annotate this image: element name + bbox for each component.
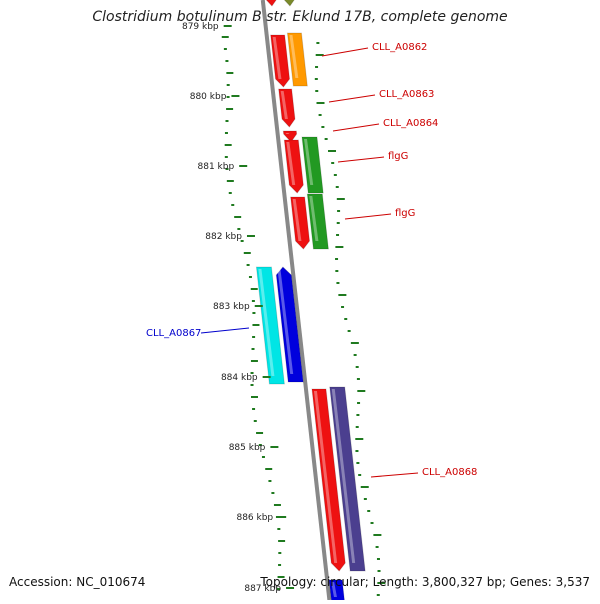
map-title: Clostridium botulinum B str. Eklund 17B,… [92,9,508,25]
gene-cll-a0862-highlight [289,35,299,78]
gene-label[interactable]: CLL_A0862 [372,42,427,53]
gene-top-olive[interactable] [282,0,295,7]
scale-tick-mark [262,376,271,378]
gene-flgg-2[interactable] [306,193,329,250]
gene-flgg-2-highlight [309,196,319,241]
gene-cll-a0862[interactable] [286,32,308,87]
scale-tick-label: 882 kbp [205,232,242,242]
gene-cll-a0867[interactable] [275,266,304,383]
scale-tick-mark [223,25,232,27]
gene-cll-a0867-highlight [277,269,294,374]
gene-bottom-blue-highlight [331,582,337,597]
gene-top-red[interactable] [264,0,277,7]
scale-tick-label: 880 kbp [190,92,227,102]
gene-flgg-1-red-highlight [286,142,296,185]
gene-label[interactable]: CLL_A0868 [422,467,477,478]
gene-cll-a0862-red-highlight [272,37,282,79]
scale-tick-label: 879 kbp [182,22,219,32]
scale-ticks: 879 kbp 880 kbp 881 kbp 882 kbp 883 kbp 884 k… [182,22,295,594]
label-leader-line [344,213,392,220]
scale-tick-mark [239,165,248,167]
scale-tick-label: 887 kbp [244,584,281,594]
scale-tick-label: 881 kbp [198,162,235,172]
label-leader-line [370,472,419,478]
label-leader-line [337,156,385,163]
scale-tick-mark [246,235,255,237]
gene-label[interactable]: CLL_A0864 [383,118,438,129]
label-leader-line [328,94,376,103]
scale-tick-label: 883 kbp [213,302,250,312]
gene-cll-a0868-highlight [331,389,356,563]
gene-cll-a0864-highlight [285,133,290,134]
gene-cll-a0862-red[interactable] [270,34,291,88]
gene-flgg-2-red-highlight [292,199,302,241]
gene-label[interactable]: flgG [395,208,415,219]
gene-cll-a0863[interactable] [278,88,296,128]
label-leader-line [200,327,250,334]
gene-flgg-2-red[interactable] [290,196,311,250]
scale-tick-label: 885 kbp [229,443,266,453]
gene-cll-a0864[interactable] [282,130,298,143]
label-leader-line [332,123,380,132]
genome-backbone [260,0,332,601]
gene-bottom-blue[interactable] [328,579,346,604]
scale-tick-mark [231,95,240,97]
gene-cll-a0867-cyan[interactable] [255,266,285,385]
scale-tick-mark [278,516,287,518]
gene-cll-a0863-highlight [280,91,288,119]
gene-label[interactable]: flgG [388,151,408,162]
scale-tick-label: 886 kbp [236,513,273,523]
gene-flgg-1-red[interactable] [283,139,304,194]
gc-content-track [221,36,386,596]
label-leader-line [321,47,369,57]
scale-tick-mark [286,587,295,589]
gene-flgg-1-highlight [303,139,314,185]
gene-features [255,0,366,604]
gene-cll-a0867-cyan-highlight [258,269,275,376]
gene-cll-a0868[interactable] [329,386,366,572]
label-leader-lines [200,47,419,478]
scale-tick-mark [254,305,263,307]
gene-label[interactable]: CLL_A0863 [379,89,434,100]
gene-flgg-1[interactable] [301,136,324,194]
gene-cll-a0868-red[interactable] [311,388,346,572]
gene-labels: CLL_A0862 CLL_A0863 CLL_A0864 flgG flgG CLL_A… [146,42,477,478]
gene-label[interactable]: CLL_A0867 [146,328,201,339]
accession-text: Accession: NC_010674 [9,575,146,589]
gene-cll-a0868-red-highlight [313,391,338,563]
scale-tick-label: 884 kbp [221,373,258,383]
genome-summary: Topology: circular; Length: 3,800,327 bp… [260,575,590,589]
scale-tick-mark [270,446,279,448]
